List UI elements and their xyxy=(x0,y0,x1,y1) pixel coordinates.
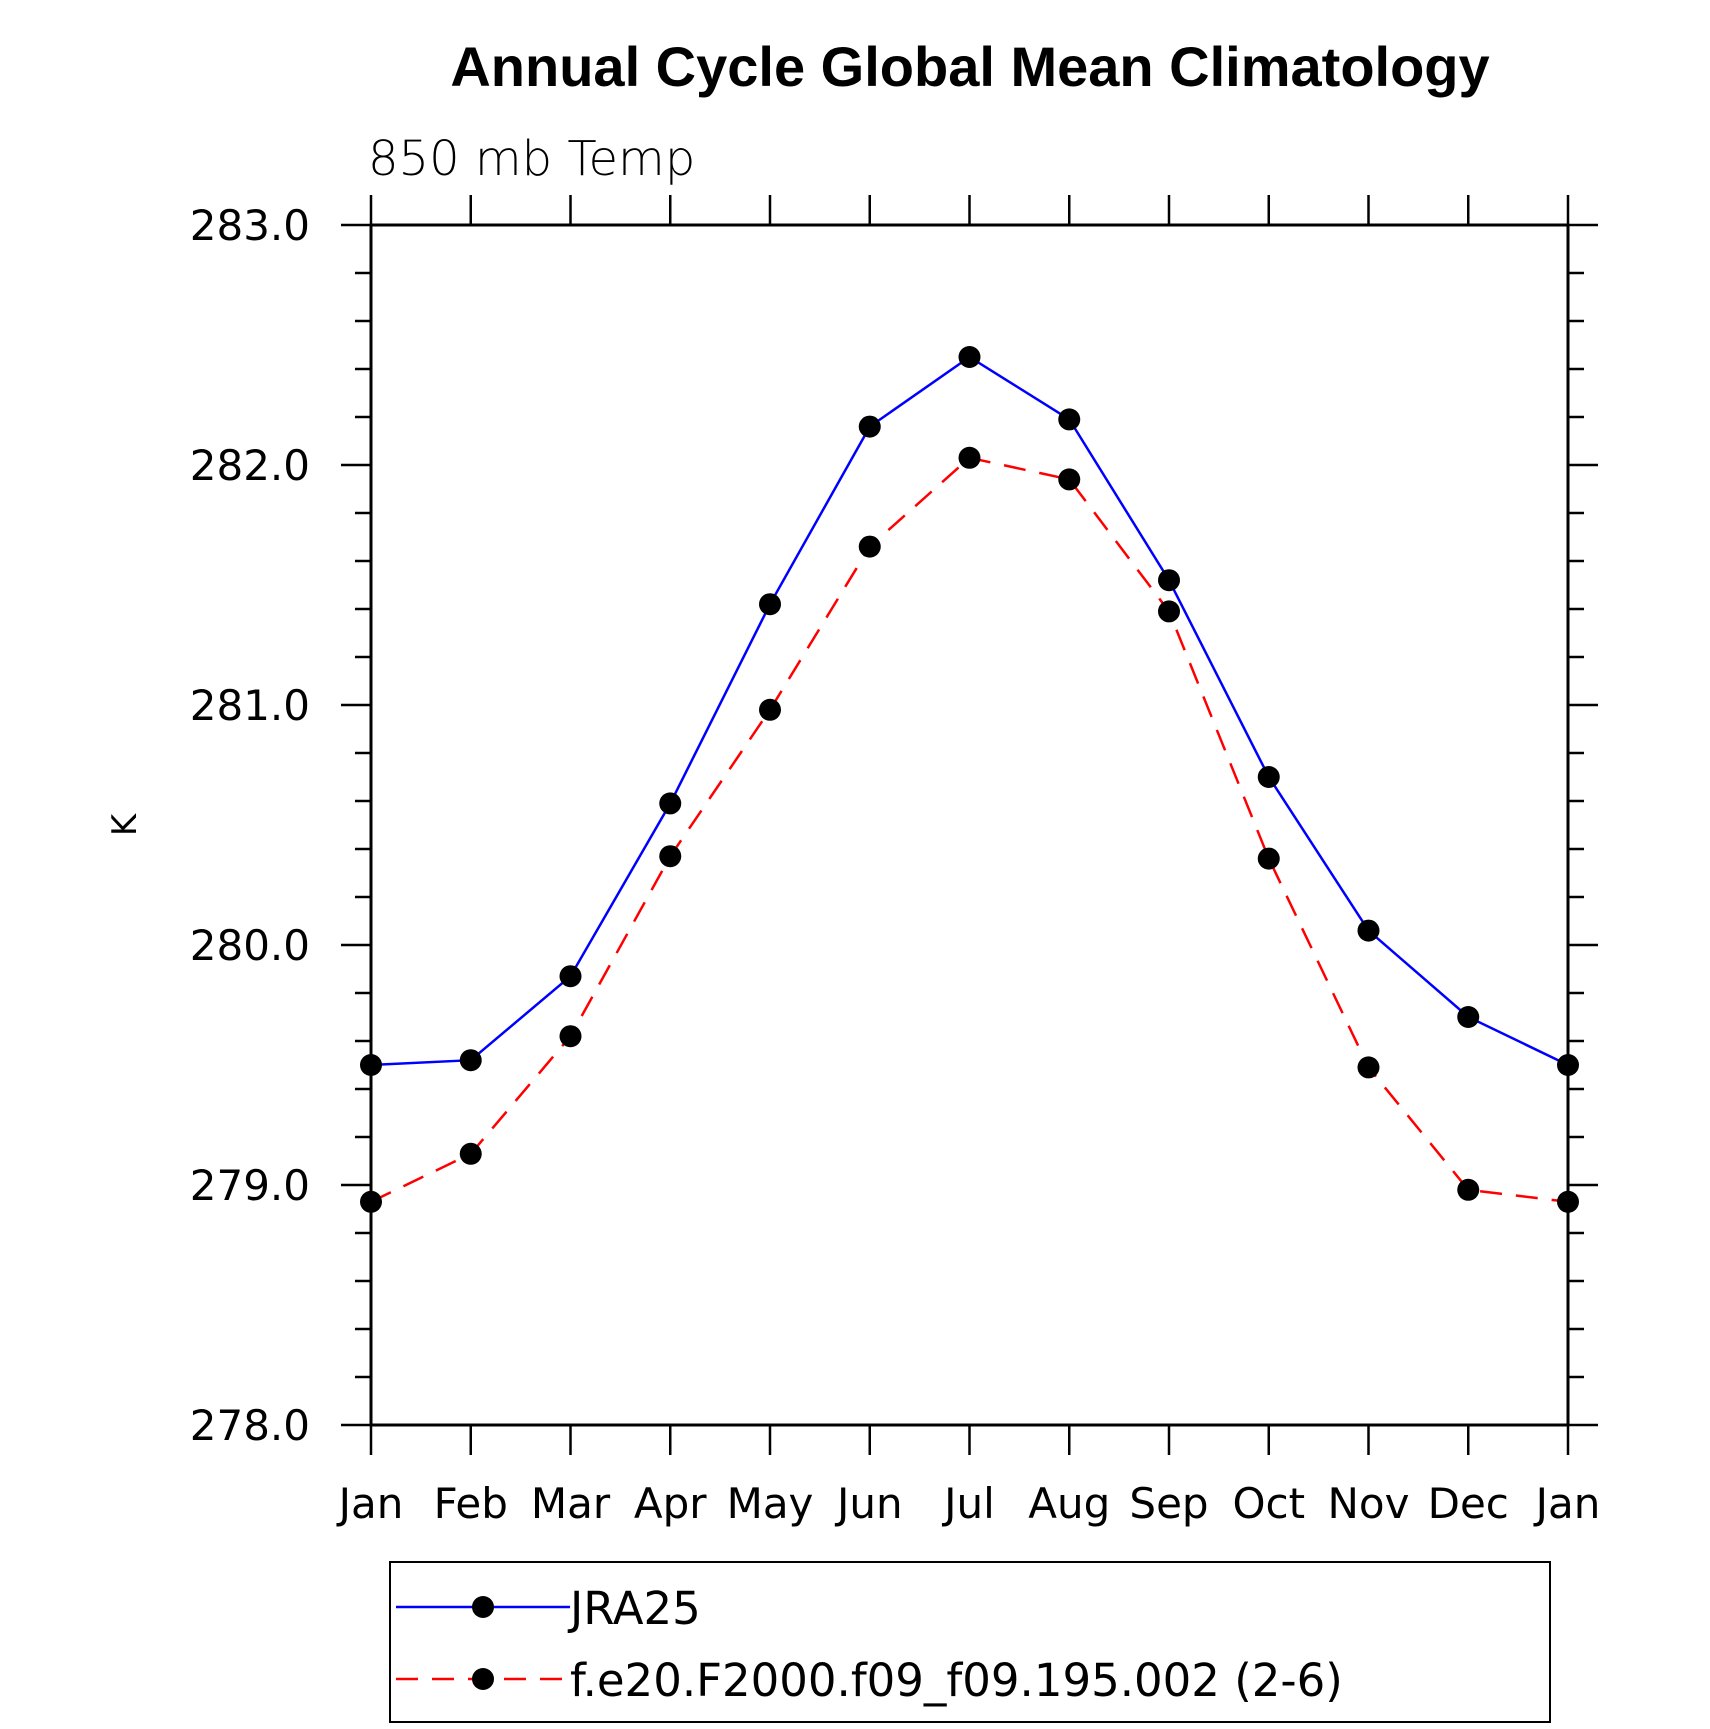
x-tick-label: Apr xyxy=(634,1479,707,1528)
data-point xyxy=(1158,600,1180,623)
x-tick-label: Jan xyxy=(336,1479,404,1528)
x-axis-tick-labels: Jan Feb Mar Apr May Jun Jul Aug Sep Oct Nov Dec Jan xyxy=(336,1479,1601,1528)
data-point xyxy=(559,1025,582,1048)
data-point xyxy=(1058,468,1081,491)
legend-label-jra25: JRA25 xyxy=(567,1582,701,1635)
data-point xyxy=(459,1049,482,1072)
y-tick-label: 278.0 xyxy=(190,1401,310,1450)
data-point xyxy=(1158,569,1180,592)
data-point xyxy=(1357,1056,1380,1079)
x-tick-label: Jan xyxy=(1533,1479,1601,1528)
legend-marker-model xyxy=(472,1668,494,1690)
y-tick-label: 280.0 xyxy=(190,921,310,970)
data-point xyxy=(1557,1190,1579,1213)
series-line xyxy=(370,456,1569,1204)
data-point xyxy=(958,346,981,368)
data-point xyxy=(1457,1178,1480,1201)
data-point xyxy=(459,1142,482,1165)
x-tick-label: Jun xyxy=(834,1479,903,1528)
y-axis-tick-labels: 278.0 279.0 280.0 281.0 282.0 283.0 xyxy=(190,201,310,1450)
data-point xyxy=(958,446,981,469)
legend-label-model: f.e20.F2000.f09_f09.195.002 (2-6) xyxy=(570,1654,1343,1707)
data-point xyxy=(759,593,781,616)
data-point xyxy=(1557,1054,1579,1076)
series-0 xyxy=(360,346,1579,1076)
x-tick-label: Jul xyxy=(941,1479,995,1528)
legend: JRA25 f.e20.F2000.f09_f09.195.002 (2-6) xyxy=(389,1561,1551,1723)
y-tick-label: 282.0 xyxy=(190,441,310,490)
data-point xyxy=(659,792,682,815)
y-tick-label: 281.0 xyxy=(190,681,310,730)
x-tick-label: Oct xyxy=(1232,1479,1305,1528)
data-point xyxy=(659,845,682,868)
x-axis-ticks xyxy=(369,195,1570,1455)
series-layer xyxy=(360,346,1579,1213)
x-tick-label: May xyxy=(727,1479,814,1528)
plot-frame xyxy=(369,223,1570,1427)
data-point xyxy=(1357,919,1380,942)
x-tick-label: Sep xyxy=(1129,1479,1208,1528)
x-tick-label: Dec xyxy=(1428,1479,1509,1528)
legend-box xyxy=(389,1561,1551,1723)
data-point xyxy=(559,965,582,988)
data-point xyxy=(1257,766,1280,788)
data-point xyxy=(360,1054,382,1076)
x-tick-label: Nov xyxy=(1328,1479,1410,1528)
x-tick-label: Feb xyxy=(434,1479,508,1528)
y-axis-ticks xyxy=(341,223,1598,1427)
x-tick-label: Aug xyxy=(1028,1479,1110,1528)
x-tick-label: Mar xyxy=(531,1479,611,1528)
chart-subtitle: 850 mb Temp xyxy=(368,131,695,187)
data-point xyxy=(1058,408,1081,431)
plot-border xyxy=(369,223,1570,1427)
legend-marker-jra25 xyxy=(472,1596,494,1618)
data-point xyxy=(1457,1006,1480,1028)
data-point xyxy=(360,1190,382,1213)
y-tick-label: 279.0 xyxy=(190,1161,310,1210)
y-axis-label: K xyxy=(105,812,145,836)
y-tick-label: 283.0 xyxy=(190,201,310,250)
series-1 xyxy=(360,446,1579,1213)
chart-title: Annual Cycle Global Mean Climatology xyxy=(450,35,1489,98)
data-point xyxy=(759,698,781,721)
data-point xyxy=(858,415,881,438)
data-point xyxy=(1257,847,1280,870)
data-point xyxy=(858,535,881,558)
